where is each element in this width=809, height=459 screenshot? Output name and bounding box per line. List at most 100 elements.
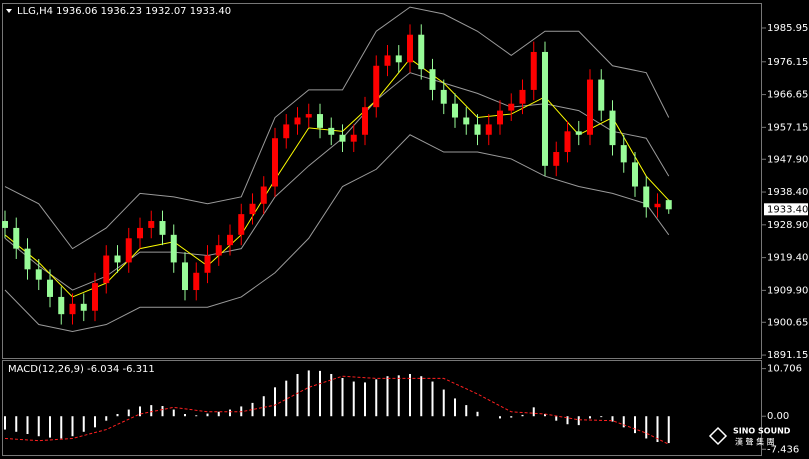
candle-body [598,79,605,111]
macd-bar [364,382,366,417]
y-tick-label: 0.00 [767,411,789,422]
candle-body [80,303,87,311]
last-price-box [764,203,808,216]
price-panel [2,3,762,359]
candle-body [373,65,380,108]
candle-body [238,214,245,235]
macd-bar [397,375,400,417]
macd-bar [262,396,265,417]
candle-body [632,162,638,187]
last-price-label: 1933.40 [767,204,808,215]
macd-bar [600,416,603,418]
macd-bar [352,381,355,417]
macd-bar [26,416,29,435]
candle-body [148,221,155,228]
candle-body [440,89,447,104]
y-tick-label: 1919.40 [767,253,808,264]
candle-body [125,238,132,263]
candle-body [294,117,301,125]
candle-body [609,110,616,146]
menu-arrow [6,9,12,13]
macd-bar [431,381,434,417]
macd-bar [375,379,378,417]
candle-body [182,262,188,291]
candle-body [643,186,650,208]
indicator-line [4,134,670,332]
macd-bar [622,416,625,428]
candle-body [339,134,346,142]
macd-bar [195,415,198,417]
macd-bar [296,373,299,417]
macd-bar [105,416,108,421]
candle-body [519,89,526,104]
candle-body [159,221,166,235]
candle-body [508,103,515,111]
macd-bar [116,414,119,417]
y-tick-label: 1947.90 [767,154,808,165]
candle-body [463,117,470,125]
candle-body [654,203,661,208]
candle-body [13,227,20,249]
candle-body [2,221,8,228]
candle-body [58,296,65,315]
macd-bar [60,416,63,439]
y-tick-label: -7.436 [767,444,799,455]
macd-bar [667,416,670,444]
candle-body [193,272,200,291]
macd-bar [341,377,344,417]
macd-bar [15,416,18,432]
y-tick-label: 1966.65 [767,90,808,101]
price-header: LLG,H4 1936.06 1936.23 1932.07 1933.40 [17,6,231,17]
y-tick-label: 1976.15 [767,57,808,68]
candle-body [47,279,53,297]
candle-body [395,55,402,63]
candle-body [530,51,537,90]
candle-body [305,114,312,118]
candle-body [69,303,76,315]
macd-bar [49,416,51,438]
candle-body [24,248,31,270]
candle-body [350,134,357,142]
macd-bar [150,405,153,417]
y-tick-label: 1900.65 [767,317,808,328]
candle-body [564,131,571,153]
candle-body [452,103,458,118]
candle-body [35,269,42,280]
y-tick-label: 10.706 [767,364,802,375]
macd-bar [127,409,130,417]
candle-body [170,234,177,263]
macd-panel [2,360,762,456]
macd-bar [139,406,141,417]
macd-bar [161,405,164,417]
macd-bar [566,416,569,425]
logo-chinese: 漢 聲 集 團 [735,437,775,447]
macd-bar [82,416,85,432]
candle-body [92,283,98,311]
macd-bar [577,416,580,426]
macd-bar [4,416,6,430]
macd-bar [37,416,40,437]
macd-header: MACD(12,26,9) -6.034 -6.311 [8,364,155,375]
candle-body [418,34,425,70]
y-tick-label: 1985.95 [767,23,808,34]
macd-bar [589,416,591,419]
candle-body [587,79,593,135]
macd-bar [656,416,659,443]
macd-bar [94,416,96,428]
macd-bar [229,409,231,417]
macd-bar [634,416,636,434]
candle-body [497,110,503,125]
macd-bar [555,416,558,421]
candle-body [553,152,560,166]
macd-bar [71,416,74,437]
candle-body [429,69,436,90]
candle-body [542,51,548,166]
macd-bar [386,376,389,417]
macd-bar [454,398,456,417]
candle-body [474,124,481,135]
candle-body [103,255,110,284]
y-tick-label: 1957.15 [767,122,808,133]
y-tick-label: 1891.15 [767,350,808,361]
macd-bar [465,405,468,417]
